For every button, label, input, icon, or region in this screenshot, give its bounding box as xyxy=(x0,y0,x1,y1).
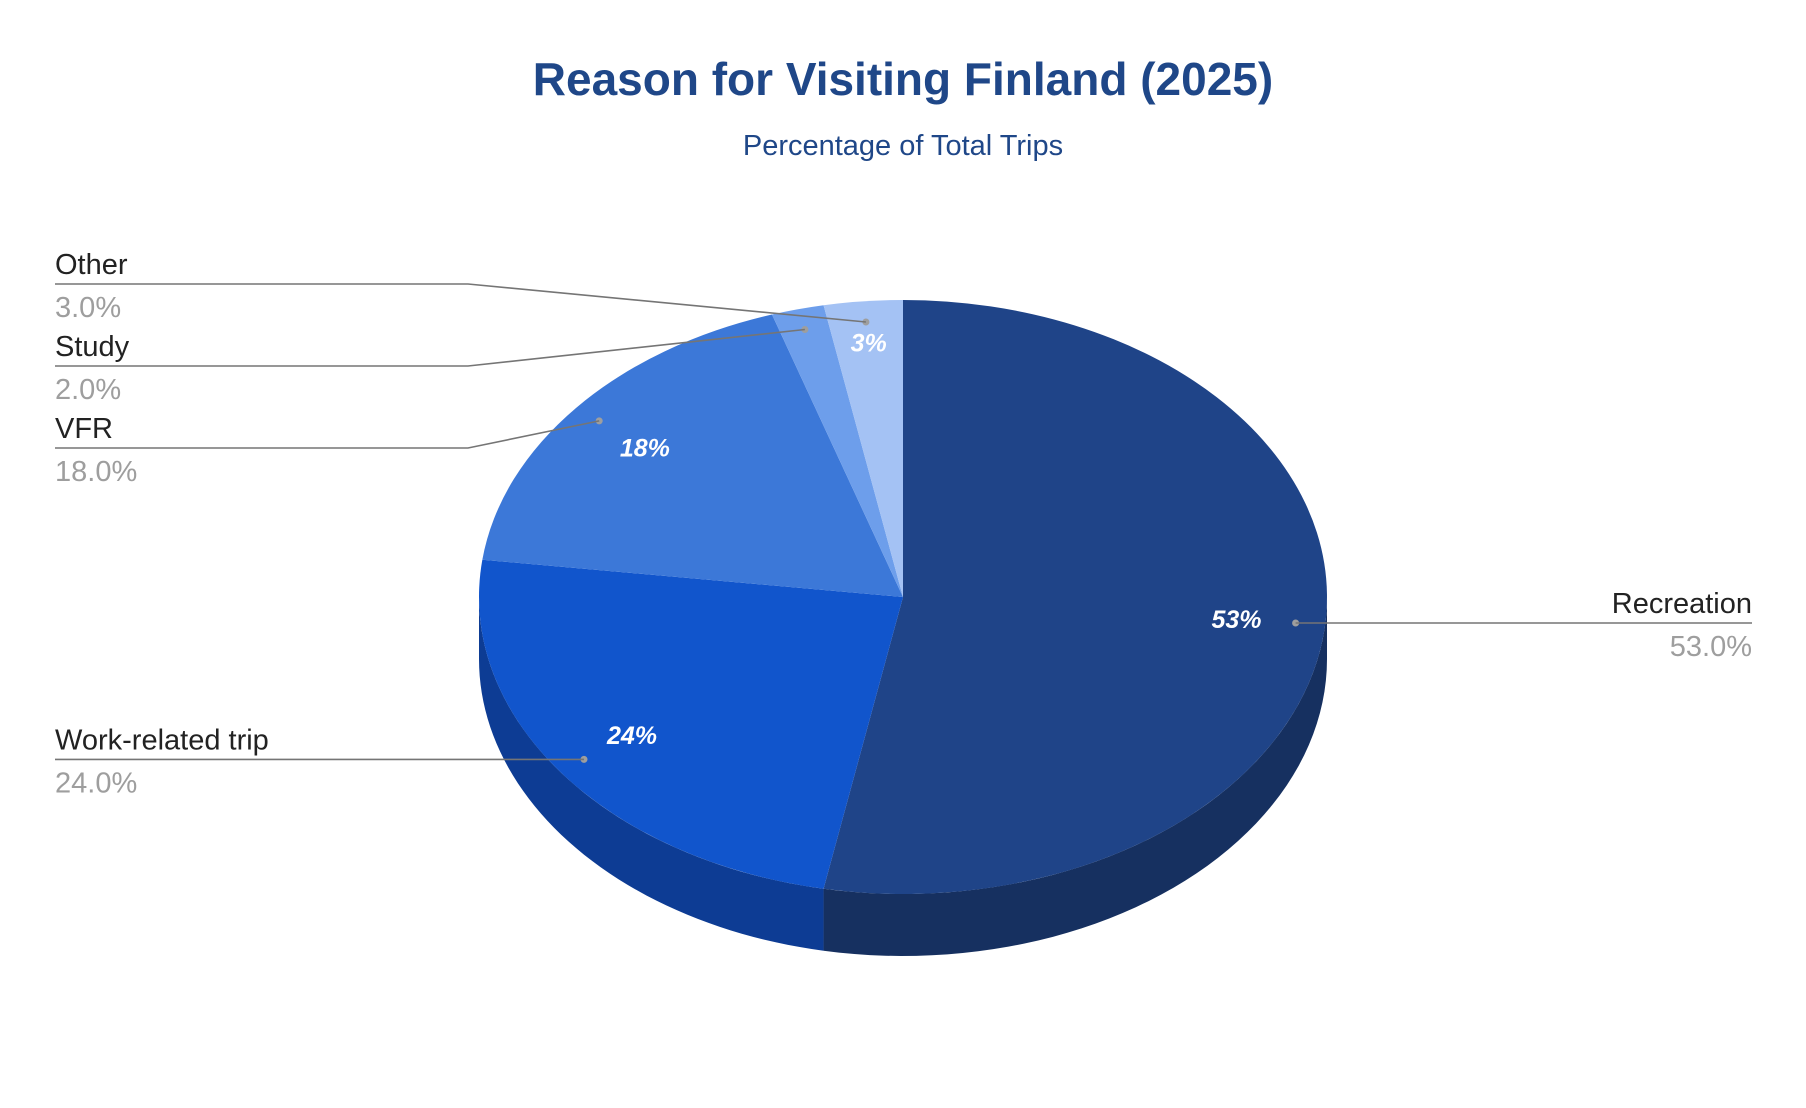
slice-work-related-trip[interactable] xyxy=(478,559,903,889)
label-value-recreation: 53.0% xyxy=(1670,631,1752,663)
slice-vfr[interactable] xyxy=(482,314,903,597)
slice-side-work-related-trip xyxy=(479,597,824,951)
pie-sides xyxy=(479,597,1327,956)
chart-title: Reason for Visiting Finland (2025) xyxy=(532,53,1274,105)
chart-subtitle: Percentage of Total Trips xyxy=(742,130,1064,162)
leader-line-vfr xyxy=(55,420,600,449)
label-name-work-related-trip: Work-related trip xyxy=(55,724,269,756)
slice-percent-vfr: 18% xyxy=(620,434,670,462)
slice-recreation[interactable] xyxy=(823,300,1327,895)
slice-percent-work-related-trip: 24% xyxy=(606,722,657,750)
label-value-other: 3.0% xyxy=(55,292,121,324)
label-name-study: Study xyxy=(55,331,130,363)
slice-labels: Recreation 53.0% Work-related trip 24.0% VFR… xyxy=(55,249,1752,799)
label-name-recreation: Recreation xyxy=(1612,588,1752,620)
slice-side-recreation xyxy=(823,597,1327,956)
leader-lines xyxy=(55,283,1752,763)
label-value-work-related-trip: 24.0% xyxy=(55,767,137,799)
label-value-vfr: 18.0% xyxy=(55,456,137,488)
slice-percent-recreation: 53% xyxy=(1211,606,1261,634)
slice-percent-labels: 53% 24% 18% 3% xyxy=(606,330,1262,750)
leader-line-other xyxy=(55,283,866,323)
pie-tops xyxy=(478,300,1327,895)
slice-percent-other: 3% xyxy=(851,330,887,358)
label-name-other: Other xyxy=(55,249,128,281)
slice-study[interactable] xyxy=(771,305,903,597)
label-name-vfr: VFR xyxy=(55,413,113,445)
label-value-study: 2.0% xyxy=(55,374,121,406)
leader-line-study xyxy=(55,328,805,367)
slice-other[interactable] xyxy=(823,300,903,597)
